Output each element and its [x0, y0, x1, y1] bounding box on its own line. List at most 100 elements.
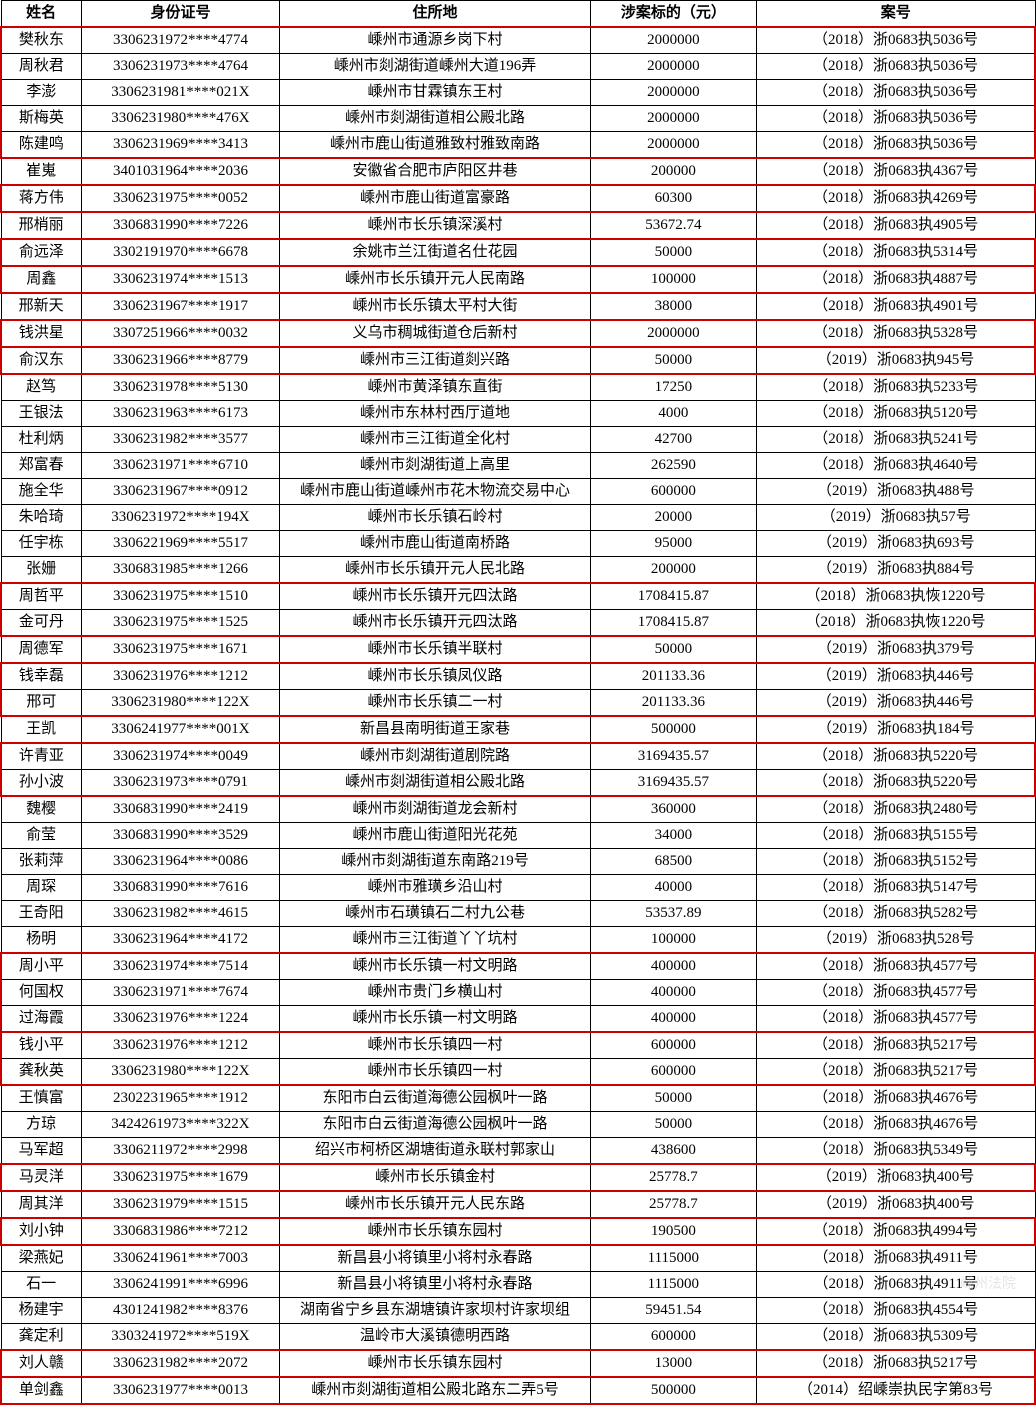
cell-id: 3306231976****1212 — [81, 1032, 279, 1059]
cell-case: （2018）浙0683执4577号 — [756, 980, 1035, 1006]
cell-name: 王银法 — [1, 401, 81, 427]
cell-addr: 嵊州市长乐镇四一村 — [280, 1059, 591, 1086]
cell-case: （2018）浙0683执4676号 — [756, 1085, 1035, 1112]
cell-id: 3306211972****2998 — [81, 1138, 279, 1165]
cell-addr: 余姚市兰江街道名仕花园 — [280, 239, 591, 266]
cell-name: 周德军 — [1, 636, 81, 663]
cell-case: （2018）浙0683执4994号 — [756, 1218, 1035, 1245]
cell-name: 杨建宇 — [1, 1298, 81, 1324]
cell-id: 3306831990****3529 — [81, 823, 279, 849]
cell-case: （2018）浙0683执5282号 — [756, 901, 1035, 927]
cell-addr: 嵊州市剡湖街道上高里 — [280, 453, 591, 479]
cell-amount: 3169435.57 — [590, 743, 756, 770]
table-row: 钱幸磊3306231976****1212嵊州市长乐镇凤仪路201133.36（… — [1, 663, 1035, 690]
cell-addr: 嵊州市长乐镇开元四汰路 — [280, 610, 591, 637]
table-row: 龚定利3303241972****519X温岭市大溪镇德明西路600000（20… — [1, 1324, 1035, 1351]
cell-addr: 嵊州市长乐镇开元人民北路 — [280, 557, 591, 584]
cell-addr: 嵊州市长乐镇开元人民东路 — [280, 1191, 591, 1218]
cell-case: （2019）浙0683执400号 — [756, 1191, 1035, 1218]
cell-amount: 262590 — [590, 453, 756, 479]
cell-id: 3306231971****7674 — [81, 980, 279, 1006]
table-row: 何国权3306231971****7674嵊州市贵门乡横山村400000（201… — [1, 980, 1035, 1006]
cell-addr: 嵊州市剡湖街道相公殿北路东二弄5号 — [280, 1377, 591, 1404]
cell-case: （2018）浙0683执5314号 — [756, 239, 1035, 266]
cell-amount: 17250 — [590, 374, 756, 401]
cell-amount: 600000 — [590, 479, 756, 505]
table-row: 龚秋英3306231980****122X嵊州市长乐镇四一村600000（201… — [1, 1059, 1035, 1086]
cell-case: （2018）浙0683执5036号 — [756, 80, 1035, 106]
cell-addr: 东阳市白云街道海德公园枫叶一路 — [280, 1112, 591, 1138]
table-row: 钱小平3306231976****1212嵊州市长乐镇四一村600000（201… — [1, 1032, 1035, 1059]
cell-addr: 新昌县南明街道王家巷 — [280, 716, 591, 743]
table-row: 周小平3306231974****7514嵊州市长乐镇一村文明路400000（2… — [1, 953, 1035, 980]
cell-case: （2018）浙0683执恢1220号 — [756, 583, 1035, 610]
cell-id: 3306831990****7226 — [81, 212, 279, 239]
cell-name: 周秋君 — [1, 54, 81, 80]
cell-id: 3306241991****6996 — [81, 1272, 279, 1298]
cell-amount: 2000000 — [590, 54, 756, 80]
cell-amount: 2000000 — [590, 132, 756, 159]
cell-id: 3306231967****1917 — [81, 293, 279, 320]
cell-amount: 50000 — [590, 239, 756, 266]
cell-case: （2018）浙0683执5349号 — [756, 1138, 1035, 1165]
table-row: 刘人赣3306231982****2072嵊州市长乐镇东园村13000（2018… — [1, 1350, 1035, 1377]
cell-id: 3306241977****001X — [81, 716, 279, 743]
table-row: 王奇阳3306231982****4615嵊州市石璜镇石二村九公巷53537.8… — [1, 901, 1035, 927]
cell-addr: 义乌市稠城街道仓后新村 — [280, 320, 591, 347]
cell-addr: 嵊州市长乐镇四一村 — [280, 1032, 591, 1059]
cell-amount: 40000 — [590, 875, 756, 901]
cell-id: 3306231975****0052 — [81, 185, 279, 212]
cell-case: （2018）浙0683执2480号 — [756, 796, 1035, 823]
cell-name: 周其洋 — [1, 1191, 81, 1218]
table-row: 樊秋东3306231972****4774嵊州市通源乡岗下村2000000（20… — [1, 27, 1035, 54]
cell-case: （2019）浙0683执400号 — [756, 1164, 1035, 1191]
cell-id: 3306231974****0049 — [81, 743, 279, 770]
cell-case: （2018）浙0683执5036号 — [756, 132, 1035, 159]
cell-amount: 13000 — [590, 1350, 756, 1377]
cell-case: （2018）浙0683执4901号 — [756, 293, 1035, 320]
cell-id: 3424261973****322X — [81, 1112, 279, 1138]
cell-case: （2018）浙0683执4676号 — [756, 1112, 1035, 1138]
cell-case: （2018）浙0683执4640号 — [756, 453, 1035, 479]
cell-id: 3303241972****519X — [81, 1324, 279, 1351]
table-row: 邢梢丽3306831990****7226嵊州市长乐镇深溪村53672.74（2… — [1, 212, 1035, 239]
cell-case: （2018）浙0683执4911号 — [756, 1272, 1035, 1298]
cell-amount: 1708415.87 — [590, 583, 756, 610]
cell-case: （2019）浙0683执446号 — [756, 663, 1035, 690]
cell-id: 3306831990****2419 — [81, 796, 279, 823]
cell-case: （2018）浙0683执4554号 — [756, 1298, 1035, 1324]
cell-id: 3306231975****1671 — [81, 636, 279, 663]
cell-id: 3306231982****3577 — [81, 427, 279, 453]
cell-amount: 200000 — [590, 158, 756, 185]
table-row: 陈建鸣3306231969****3413嵊州市鹿山街道雅致村雅致南路20000… — [1, 132, 1035, 159]
cell-amount: 190500 — [590, 1218, 756, 1245]
cell-name: 钱小平 — [1, 1032, 81, 1059]
table-row: 王凯3306241977****001X新昌县南明街道王家巷500000（201… — [1, 716, 1035, 743]
table-row: 周琛3306831990****7616嵊州市雅璜乡沿山村40000（2018）… — [1, 875, 1035, 901]
table-row: 任宇栋3306221969****5517嵊州市鹿山街道南桥路95000（201… — [1, 531, 1035, 557]
cell-amount: 1115000 — [590, 1245, 756, 1272]
table-row: 马军超3306211972****2998绍兴市柯桥区湖塘街道永联村郭家山438… — [1, 1138, 1035, 1165]
cell-case: （2019）浙0683执379号 — [756, 636, 1035, 663]
table-row: 张姗3306831985****1266嵊州市长乐镇开元人民北路200000（2… — [1, 557, 1035, 584]
cell-addr: 东阳市白云街道海德公园枫叶一路 — [280, 1085, 591, 1112]
cell-id: 3306231967****0912 — [81, 479, 279, 505]
cell-id: 3306221969****5517 — [81, 531, 279, 557]
cell-case: （2018）浙0683执5036号 — [756, 27, 1035, 54]
cell-addr: 新昌县小将镇里小将村永春路 — [280, 1245, 591, 1272]
cell-amount: 201133.36 — [590, 663, 756, 690]
cell-addr: 嵊州市长乐镇开元四汰路 — [280, 583, 591, 610]
cell-case: （2018）浙0683执5120号 — [756, 401, 1035, 427]
cell-name: 孙小波 — [1, 770, 81, 797]
table-row: 马灵洋3306231975****1679嵊州市长乐镇金村25778.7（201… — [1, 1164, 1035, 1191]
cell-case: （2019）浙0683执488号 — [756, 479, 1035, 505]
cell-id: 3306231980****122X — [81, 690, 279, 717]
cell-id: 3306231976****1212 — [81, 663, 279, 690]
cell-name: 周哲平 — [1, 583, 81, 610]
cell-id: 3306231974****1513 — [81, 266, 279, 293]
cell-id: 3306231973****0791 — [81, 770, 279, 797]
cell-addr: 嵊州市长乐镇二一村 — [280, 690, 591, 717]
cell-name: 邢梢丽 — [1, 212, 81, 239]
cell-amount: 600000 — [590, 1324, 756, 1351]
cell-case: （2019）浙0683执528号 — [756, 927, 1035, 954]
